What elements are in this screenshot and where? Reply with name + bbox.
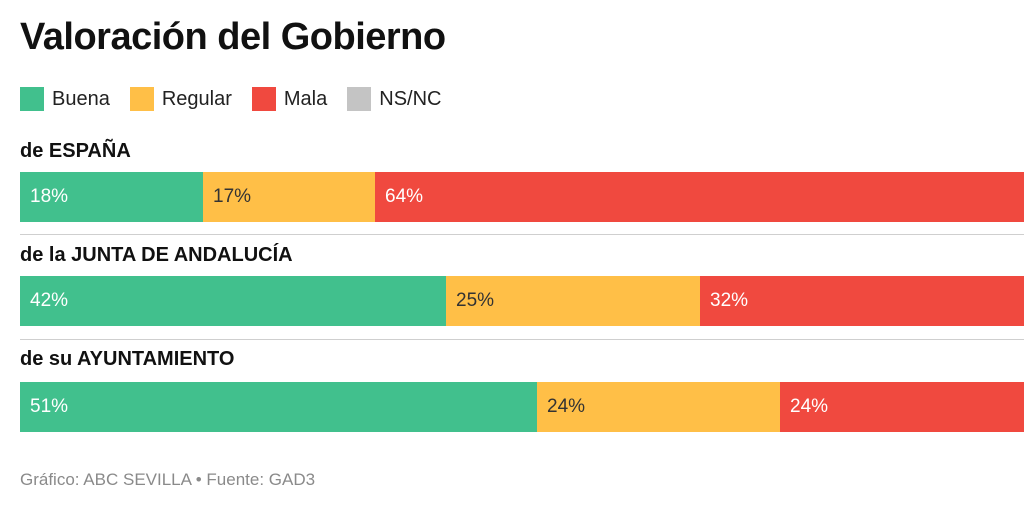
legend-label-nsnc: NS/NC [379, 87, 442, 110]
bar-segment-mala: 64% [375, 172, 1024, 222]
legend-item-nsnc: NS/NC [347, 87, 441, 111]
data-label: 51% [30, 396, 69, 417]
bar-segment-buena: 42% [20, 276, 446, 326]
data-label: 17% [213, 186, 252, 207]
legend-label-regular: Regular [161, 87, 232, 110]
bar-segment-buena: 18% [20, 172, 203, 222]
data-label: 24% [790, 396, 829, 417]
category-label-espana: de ESPAÑA [20, 140, 131, 162]
legend-item-buena: Buena [20, 87, 110, 111]
legend-swatch-nsnc [347, 87, 372, 111]
row-divider [20, 234, 1024, 235]
bar-segment-regular: 17% [203, 172, 375, 222]
stacked-bar-ayuntamiento: 51% 24% 24% [20, 382, 1024, 432]
source-note: Gráfico: ABC SEVILLA • Fuente: GAD3 [20, 470, 316, 489]
row-divider [20, 339, 1024, 340]
legend-swatch-buena [20, 87, 44, 111]
stacked-bar-junta-de-andalucia: 42% 25% 32% [20, 276, 1024, 326]
bar-segment-regular: 24% [537, 382, 780, 432]
legend-label-buena: Buena [52, 87, 110, 110]
data-label: 18% [30, 186, 69, 207]
legend-swatch-mala [251, 87, 276, 111]
data-label: 42% [30, 290, 69, 311]
bar-segment-buena: 51% [20, 382, 537, 432]
data-label: 64% [385, 186, 424, 207]
legend-swatch-regular [129, 87, 154, 111]
bar-segment-regular: 25% [446, 276, 700, 326]
chart-title: Valoración del Gobierno [20, 16, 446, 58]
bar-segment-mala: 32% [700, 276, 1024, 326]
data-label: 25% [456, 290, 495, 311]
legend: Buena Regular Mala NS/NC [20, 87, 461, 111]
stacked-bar-espana: 18% 17% 64% [20, 172, 1024, 222]
category-label-ayuntamiento: de su AYUNTAMIENTO [20, 348, 235, 370]
legend-label-mala: Mala [283, 87, 328, 110]
category-label-junta-de-andalucia: de la JUNTA DE ANDALUCÍA [20, 244, 293, 266]
legend-item-mala: Mala [251, 87, 328, 111]
data-label: 32% [710, 290, 749, 311]
bar-segment-mala: 24% [780, 382, 1024, 432]
legend-item-regular: Regular [129, 87, 232, 111]
data-label: 24% [547, 396, 586, 417]
